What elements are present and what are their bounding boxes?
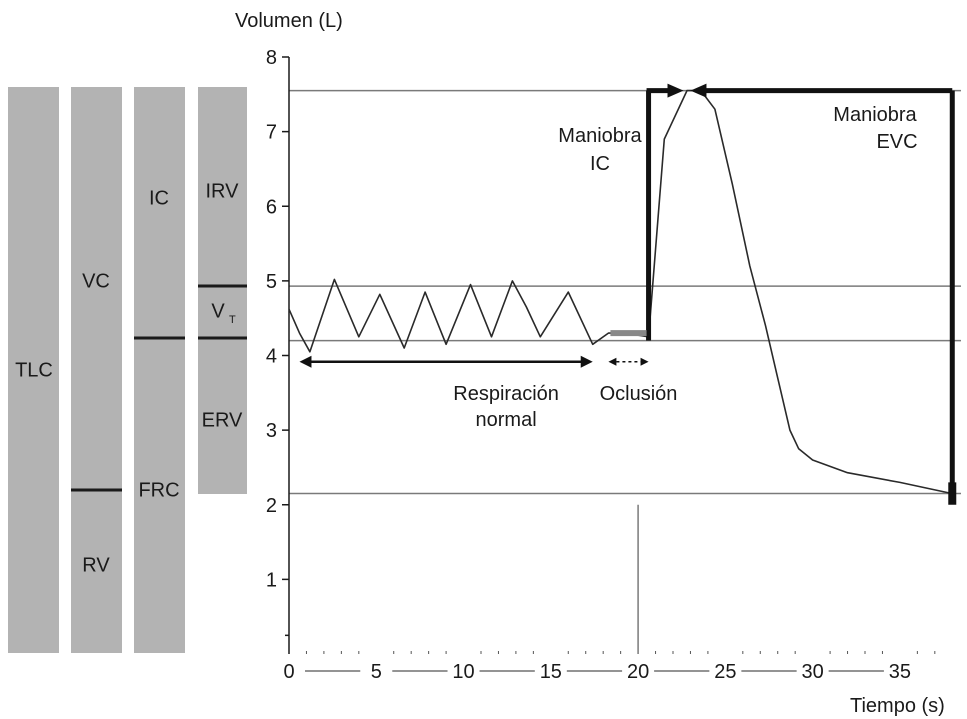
volume-bars: TLC VC RV IC FRC IRV V T ERV: [8, 87, 247, 653]
respiracion-label-line1: Respiración: [453, 383, 559, 405]
label-ic: IC: [149, 187, 169, 209]
label-erv: ERV: [202, 409, 243, 431]
series: [288, 89, 953, 495]
bar-ic-frc: [134, 87, 185, 653]
oclusion-arrow-left: [608, 357, 617, 366]
y-tick-label-0: 1: [266, 569, 277, 591]
bar-tlc: [8, 87, 59, 653]
x-tick-label-4: 20: [627, 661, 649, 683]
bar-irv-vt-erv: [198, 87, 247, 494]
maneuver-lines: [610, 83, 957, 505]
maniobra-evc-label-line2: EVC: [876, 131, 917, 153]
maniobra-ic-label-line2: IC: [590, 153, 610, 175]
reference-lines: [289, 89, 961, 654]
y-tick-label-1: 2: [266, 495, 277, 517]
y-axis-title: Volumen (L): [235, 10, 343, 32]
y-tick-label-7: 8: [266, 47, 277, 69]
label-tlc: TLC: [15, 359, 53, 381]
plot-area: 1 2 3 4 5 6 7 8 0 5 10 15 20 25 30 35 Respiración normal…: [235, 10, 961, 717]
oclusion-label: Oclusión: [600, 383, 678, 405]
x-tick-label-1: 5: [371, 661, 382, 683]
y-tick-label-5: 6: [266, 196, 277, 218]
respiracion-arrow-left: [299, 355, 312, 368]
x-tick-label-2: 10: [452, 661, 474, 683]
label-vt: V: [211, 300, 225, 322]
maniobra-evc-label-line1: Maniobra: [833, 104, 917, 126]
label-vt-sub: T: [229, 314, 236, 326]
x-tick-label-5: 25: [714, 661, 736, 683]
y-tick-label-2: 3: [266, 420, 277, 442]
annotations: Respiración normal Oclusión Maniobra IC Manio…: [299, 104, 918, 431]
evc-maneuver-arrowhead: [690, 83, 707, 98]
y-tick-label-4: 5: [266, 271, 277, 293]
y-tick-label-3: 4: [266, 346, 277, 368]
series-line-0: [288, 89, 953, 495]
label-vc: VC: [82, 270, 110, 292]
x-axis-title: Tiempo (s): [850, 695, 945, 717]
respiracion-arrow-right: [580, 355, 593, 368]
oclusion-arrow-right: [640, 357, 649, 366]
label-irv: IRV: [206, 180, 240, 202]
x-tick-label-7: 35: [889, 661, 911, 683]
respiracion-label-line2: normal: [476, 409, 537, 431]
maniobra-ic-label-line1: Maniobra: [558, 125, 642, 147]
ic-maneuver-arrowhead: [667, 83, 684, 98]
x-tick-label-0: 0: [283, 661, 294, 683]
x-tick-label-6: 30: [802, 661, 824, 683]
x-tick-label-3: 15: [540, 661, 562, 683]
label-frc: FRC: [138, 479, 179, 501]
ticks: 1 2 3 4 5 6 7 8 0 5 10 15 20 25 30 35: [266, 47, 936, 683]
label-rv: RV: [82, 554, 110, 576]
occlusion-plateau: [610, 330, 647, 337]
y-tick-label-6: 7: [266, 122, 277, 144]
bar-vc-rv: [71, 87, 122, 653]
